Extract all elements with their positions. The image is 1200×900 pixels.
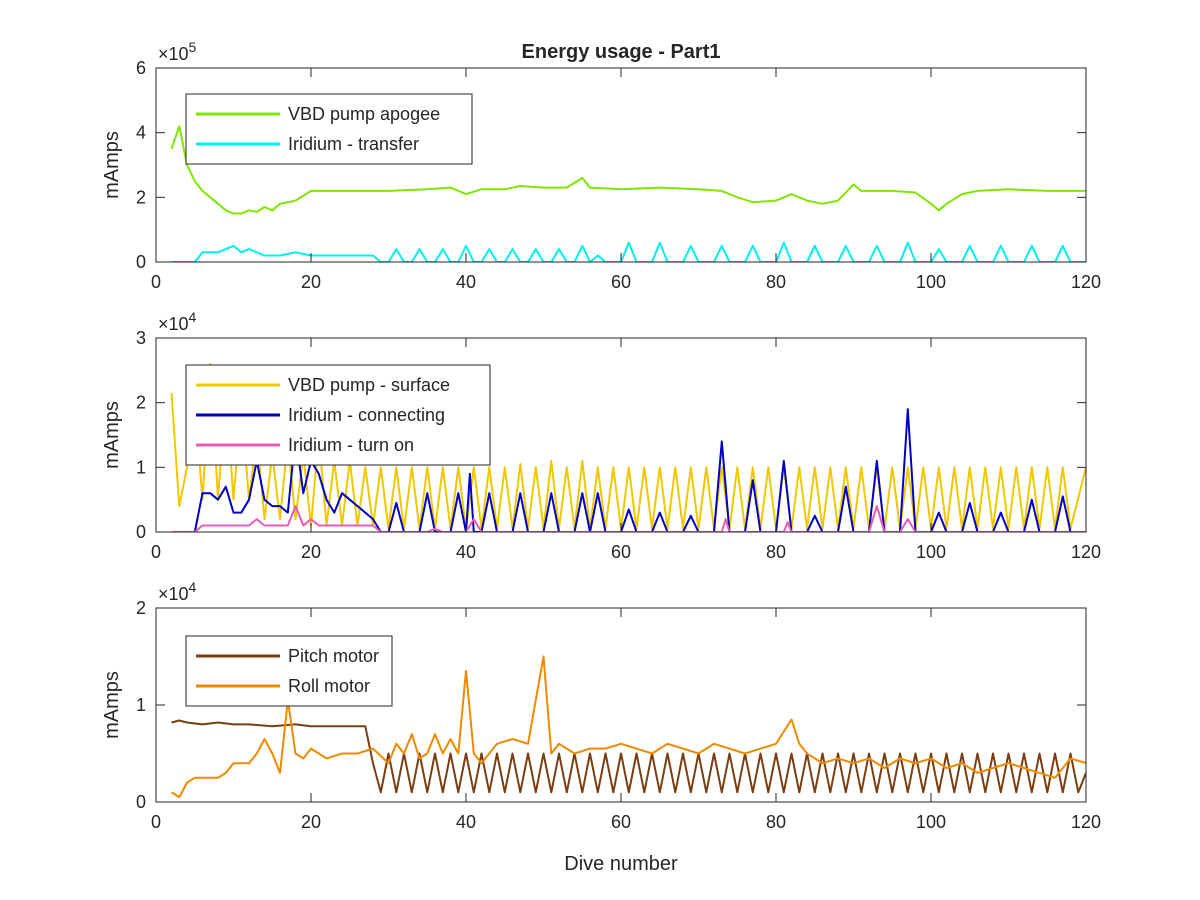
y-tick-label: 0	[136, 792, 146, 812]
legend-box	[185, 635, 393, 707]
y-axis-label: mAmps	[101, 401, 123, 469]
legend-box	[185, 93, 473, 165]
x-axis-label: Dive number	[564, 853, 678, 875]
chart-panel-2: 0 20 40 60 80 100 120 0 1 2 3 ×104 mAmps VBD pump - s…	[101, 309, 1101, 562]
series-line-vbd-pump-apogee	[170, 125, 1086, 215]
y-axis-multiplier: ×104	[158, 579, 197, 604]
x-tick-label: 100	[916, 542, 946, 562]
x-tick-label: 100	[916, 812, 946, 832]
y-tick-label: 0	[136, 522, 146, 542]
x-tick-label: 100	[916, 272, 946, 292]
legend-label: Iridium - turn on	[288, 435, 414, 455]
multiplier-exponent: 5	[189, 39, 197, 55]
y-tick-label: 2	[136, 187, 146, 207]
y-axis-multiplier: ×105	[158, 39, 197, 64]
x-tick-label: 20	[301, 272, 321, 292]
legend-label: VBD pump - surface	[288, 375, 450, 395]
chart-panel-1: 0 20 40 60 80 100 120 0 2 4 6 ×105 mAmps Energy usage…	[101, 39, 1101, 292]
legend: Pitch motor Roll motor	[185, 635, 393, 707]
x-tick-label: 20	[301, 542, 321, 562]
y-axis-label: mAmps	[101, 131, 123, 199]
x-tick-label: 40	[456, 542, 476, 562]
x-tick-label: 120	[1071, 272, 1101, 292]
y-tick-label: 3	[136, 328, 146, 348]
chart-title: Energy usage - Part1	[522, 41, 721, 63]
y-tick-label: 4	[136, 123, 146, 143]
series-line-roll-motor	[170, 655, 1086, 799]
x-tick-label: 0	[151, 542, 161, 562]
multiplier-base: ×10	[158, 584, 189, 604]
x-tick-label: 0	[151, 272, 161, 292]
x-tick-label: 60	[611, 812, 631, 832]
x-tick-label: 40	[456, 272, 476, 292]
legend-label: Pitch motor	[288, 646, 379, 666]
series-line-pitch-motor	[171, 719, 1086, 794]
y-tick-label: 1	[136, 457, 146, 477]
legend-label: Iridium - transfer	[288, 134, 419, 154]
y-axis-label: mAmps	[101, 671, 123, 739]
x-tick-label: 20	[301, 812, 321, 832]
x-tick-label: 120	[1071, 542, 1101, 562]
y-tick-label: 1	[136, 695, 146, 715]
x-tick-label: 0	[151, 812, 161, 832]
legend: VBD pump - surface Iridium - connecting Ir…	[185, 364, 491, 466]
y-tick-label: 6	[136, 58, 146, 78]
y-tick-label: 0	[136, 252, 146, 272]
legend-label: Roll motor	[288, 676, 370, 696]
series-line-iridium-turn-on	[171, 505, 1086, 532]
multiplier-exponent: 4	[189, 579, 197, 595]
legend: VBD pump apogee Iridium - transfer	[185, 93, 473, 165]
chart-panel-3: 0 20 40 60 80 100 120 0 1 2 ×104 mAmps Dive number Pi…	[101, 579, 1101, 875]
series-lines	[170, 655, 1086, 799]
multiplier-base: ×10	[158, 44, 189, 64]
series-line-vbd-pump-surface	[170, 362, 1086, 530]
x-tick-label: 40	[456, 812, 476, 832]
x-tick-label: 120	[1071, 812, 1101, 832]
y-axis-multiplier: ×104	[158, 309, 197, 334]
x-tick-label: 60	[611, 272, 631, 292]
multiplier-exponent: 4	[189, 309, 197, 325]
x-tick-label: 80	[766, 542, 786, 562]
y-tick-label: 2	[136, 598, 146, 618]
x-tick-label: 60	[611, 542, 631, 562]
series-line-iridium-transfer	[171, 241, 1086, 262]
legend-label: VBD pump apogee	[288, 104, 440, 124]
legend-label: Iridium - connecting	[288, 405, 445, 425]
y-tick-label: 2	[136, 393, 146, 413]
series-lines	[170, 125, 1086, 262]
x-tick-label: 80	[766, 812, 786, 832]
multiplier-base: ×10	[158, 314, 189, 334]
x-tick-label: 80	[766, 272, 786, 292]
